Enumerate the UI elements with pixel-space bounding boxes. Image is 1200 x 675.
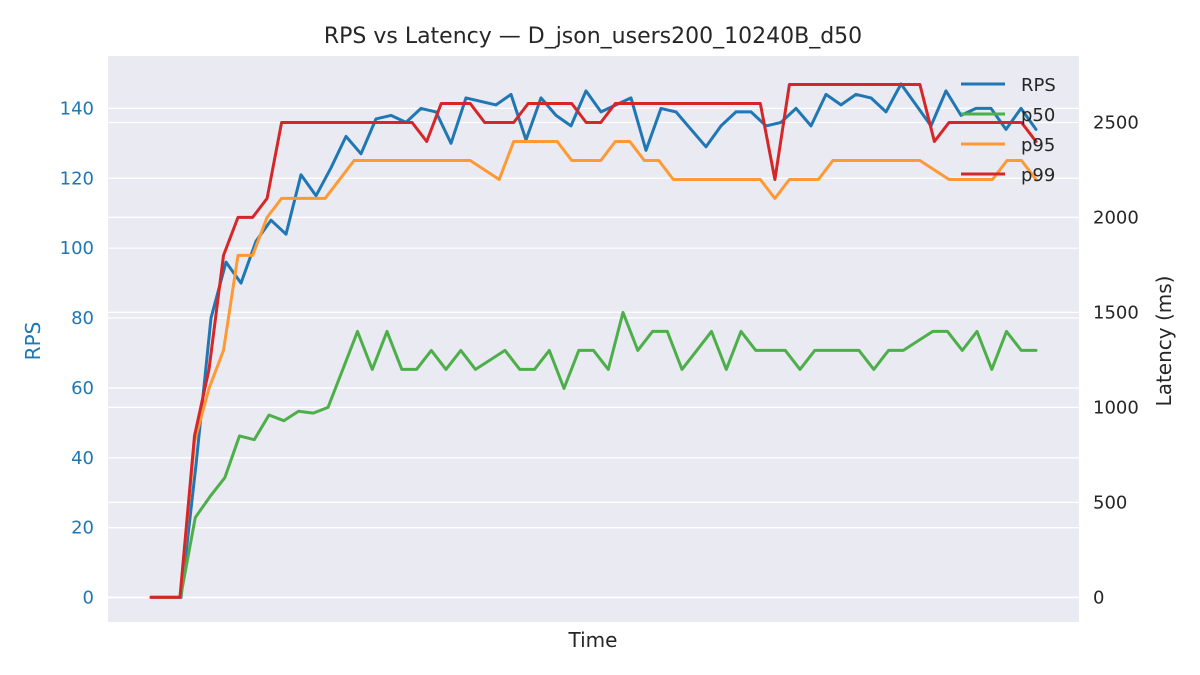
- series-line-p99: [149, 83, 1038, 599]
- legend-label-p50: p50: [1021, 105, 1055, 126]
- y-left-tick-label: 60: [71, 378, 94, 399]
- legend-label-p99: p99: [1021, 165, 1055, 186]
- ticks-left: 0 20 40 60 80 100 120 140: [60, 98, 94, 608]
- y-right-tick-label: 1500: [1093, 302, 1139, 323]
- y-axis-left-label: RPS: [21, 322, 45, 361]
- y-right-tick-label: 0: [1093, 587, 1104, 608]
- y-left-tick-label: 0: [83, 588, 94, 609]
- y-left-tick-label: 120: [60, 168, 94, 189]
- legend-label-rps: RPS: [1021, 75, 1056, 96]
- y-left-tick-label: 40: [71, 448, 94, 469]
- y-left-tick-label: 140: [60, 98, 94, 119]
- y-right-tick-label: 2500: [1093, 112, 1139, 133]
- ticks-right: 0 500 1000 1500 2000 2500: [1093, 112, 1139, 608]
- series-layer: [149, 82, 1038, 599]
- y-left-tick-label: 20: [71, 518, 94, 539]
- legend: RPS p50 p95 p99: [961, 75, 1056, 186]
- legend-label-p95: p95: [1021, 135, 1055, 156]
- series-line-p50: [149, 310, 1038, 599]
- series-line-rps: [149, 82, 1038, 599]
- y-left-tick-label: 100: [60, 238, 94, 259]
- y-right-tick-label: 500: [1093, 492, 1127, 513]
- chart-title: RPS vs Latency — D_json_users200_10240B_…: [324, 24, 862, 49]
- y-left-tick-label: 80: [71, 308, 94, 329]
- y-right-tick-label: 2000: [1093, 207, 1139, 228]
- y-right-tick-label: 1000: [1093, 397, 1139, 418]
- x-axis-label: Time: [568, 628, 618, 652]
- series-line-p95: [149, 140, 1038, 599]
- y-axis-right-label: Latency (ms): [1152, 276, 1176, 407]
